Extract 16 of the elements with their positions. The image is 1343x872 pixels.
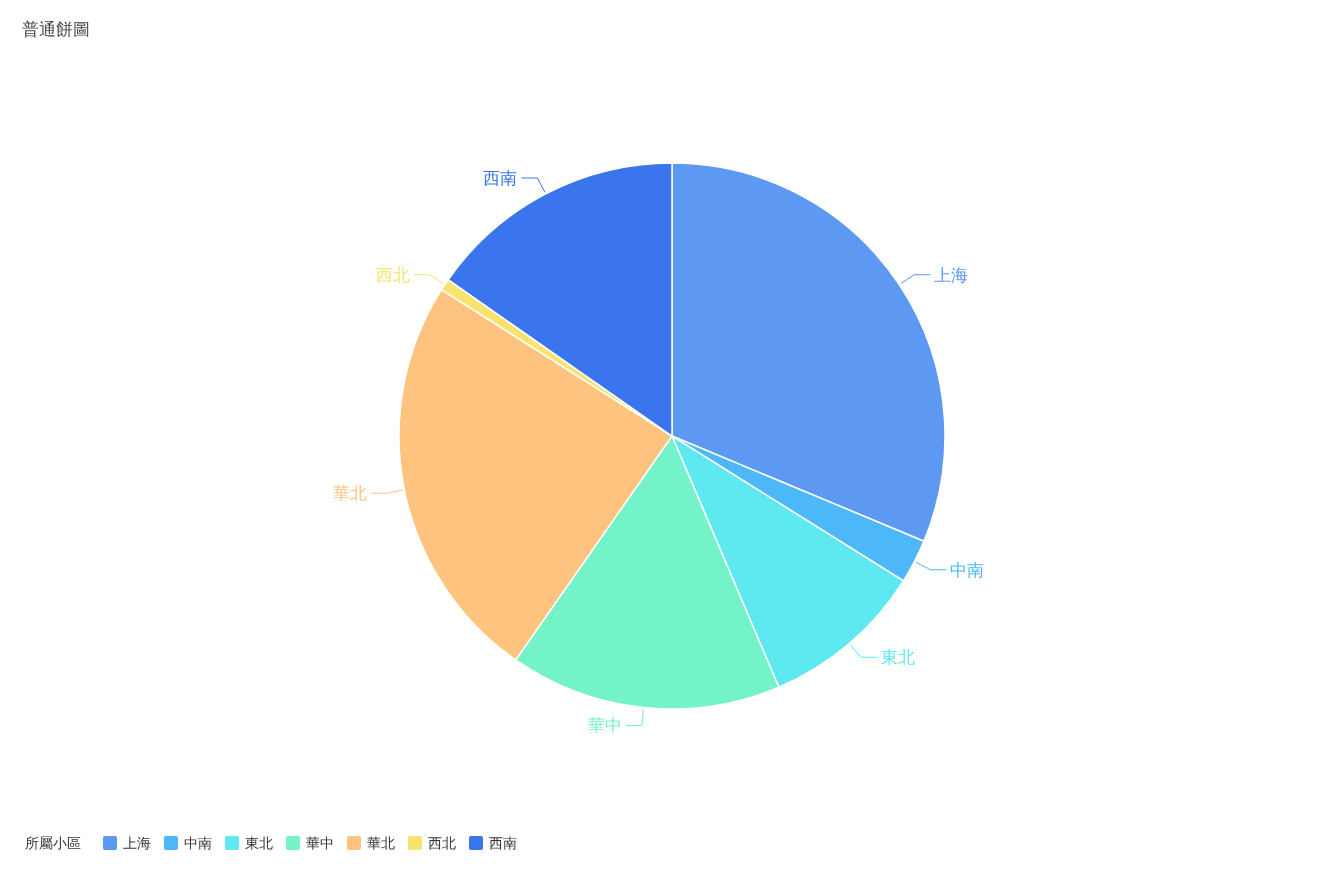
legend-label: 中南: [184, 835, 212, 851]
slice-label: 東北: [880, 647, 915, 668]
legend-label: 東北: [245, 835, 273, 851]
slice-label: 華北: [332, 483, 367, 504]
chart-title: 普通餅圖: [22, 19, 90, 39]
slice-label: 西南: [483, 167, 518, 188]
slice-label: 中南: [950, 559, 985, 580]
slice-label: 華中: [587, 715, 622, 736]
legend-label: 華中: [306, 835, 334, 851]
legend-label: 西南: [489, 835, 517, 851]
legend-label: 華北: [367, 835, 395, 851]
legend-title: 所屬小區: [25, 835, 81, 851]
slice-label: 上海: [934, 264, 969, 285]
slice-label: 西北: [375, 264, 410, 285]
legend-label: 上海: [123, 835, 151, 851]
legend-label: 西北: [428, 835, 456, 851]
